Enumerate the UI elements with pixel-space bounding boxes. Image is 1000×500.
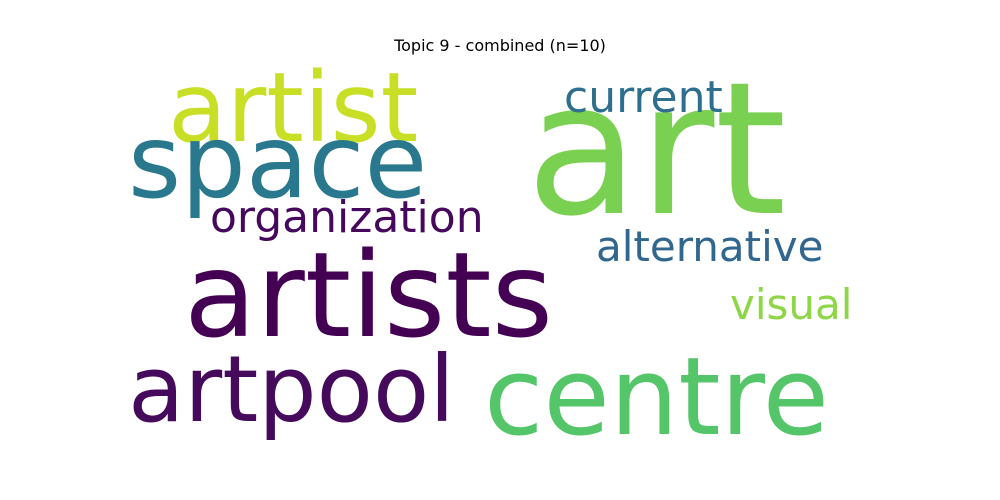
word-visual: visual <box>730 280 853 329</box>
word-cloud: art artist space current organization al… <box>128 43 893 460</box>
word-space: space <box>128 103 428 222</box>
word-organization: organization <box>210 192 484 243</box>
word-art: art <box>526 43 787 257</box>
word-alternative: alternative <box>596 222 824 271</box>
word-current: current <box>564 72 723 123</box>
figure-title: Topic 9 - combined (n=10) <box>394 36 606 55</box>
word-centre: centre <box>484 335 830 460</box>
word-artists: artists <box>184 226 554 364</box>
word-artist: artist <box>168 52 419 164</box>
word-artpool: artpool <box>128 336 455 443</box>
